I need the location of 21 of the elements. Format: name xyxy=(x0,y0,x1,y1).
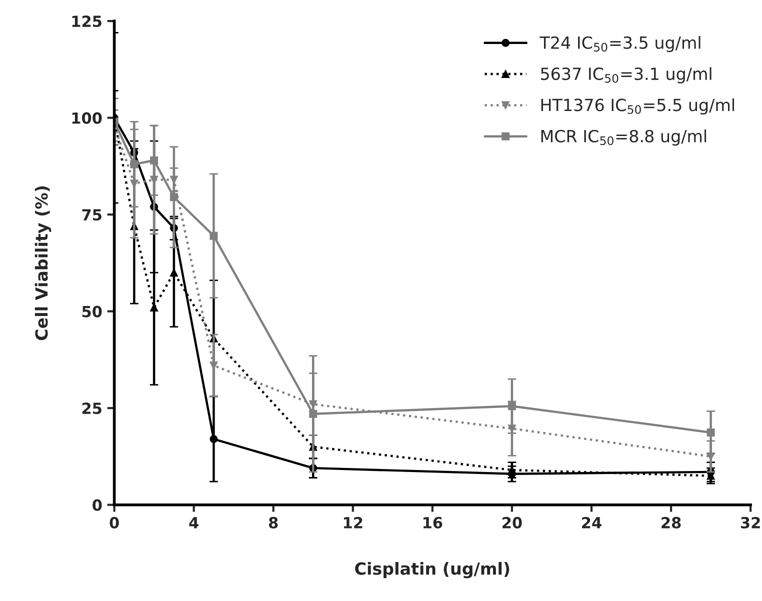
x-tick-label: 32 xyxy=(740,516,760,528)
y-tick-label: 75 xyxy=(82,209,102,221)
y-tick-label: 100 xyxy=(72,112,102,124)
legend-label: 5637 IC$_{50}$=3.1 ug/ml xyxy=(541,67,712,84)
legend-label: HT1376 IC$_{50}$=5.5 ug/ml xyxy=(541,98,734,114)
x-tick-label: 24 xyxy=(582,516,602,528)
y-axis-title: Cell Viability (%) xyxy=(34,186,52,340)
x-axis-title: Cisplatin (ug/ml) xyxy=(355,562,510,578)
x-tick-label: 4 xyxy=(189,517,198,528)
x-tick-label: 8 xyxy=(268,516,278,528)
y-tick-label: 125 xyxy=(72,16,102,28)
x-tick-label: 12 xyxy=(344,516,362,528)
x-tick-label: 16 xyxy=(424,516,442,528)
x-tick-label: 20 xyxy=(502,516,522,528)
legend-label: MCR IC$_{50}$=8.8 ug/ml xyxy=(541,130,706,146)
y-tick-label: 50 xyxy=(82,306,102,318)
x-tick-label: 0 xyxy=(110,516,119,528)
y-tick-label: 25 xyxy=(82,402,102,414)
legend-label: T24 IC$_{50}$=3.5 ug/ml xyxy=(540,36,700,52)
x-tick-label: 28 xyxy=(662,516,681,528)
y-tick-label: 0 xyxy=(92,499,102,511)
